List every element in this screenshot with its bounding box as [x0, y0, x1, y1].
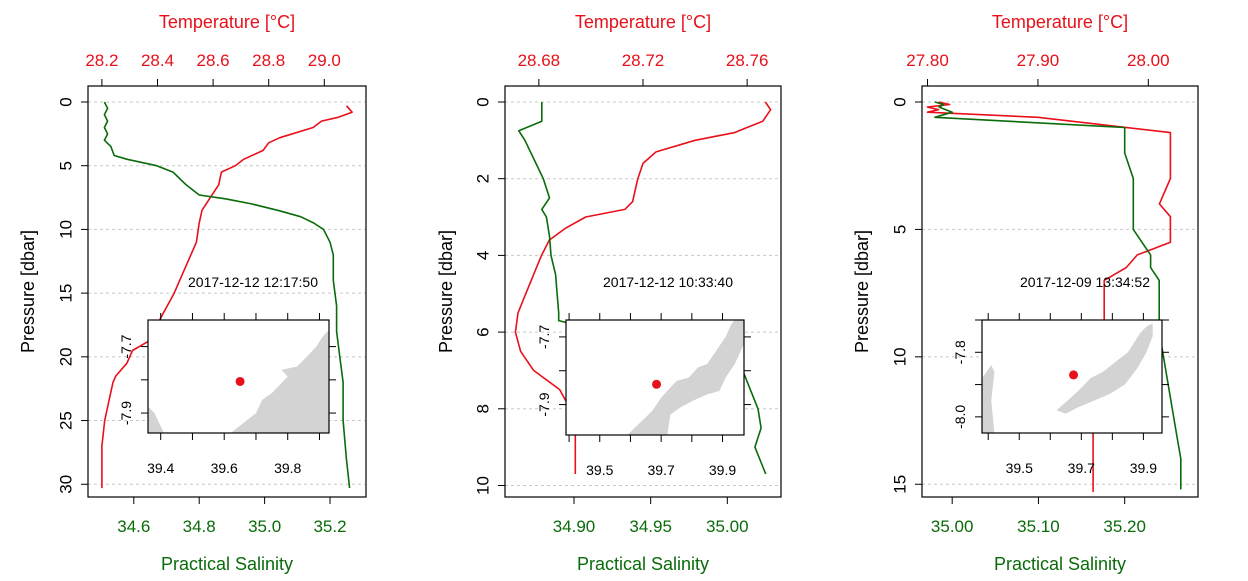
location-inset-map: 39.4 39.6 39.8 -7.7 -7.9 [118, 313, 336, 476]
temperature-profile-line [101, 105, 353, 489]
inset-lon-label: 39.9 [709, 462, 736, 478]
profile-timestamp: 2017-12-09 13:34:52 [1020, 274, 1150, 290]
inset-frame [981, 319, 1163, 434]
temperature-tick-label: 28.72 [622, 51, 665, 70]
coastline-land [627, 320, 744, 435]
inset-lon-label: 39.5 [1006, 460, 1033, 476]
inset-lat-label: -7.9 [118, 401, 134, 425]
profile-timestamp: 2017-12-12 12:17:50 [188, 274, 318, 290]
pressure-tick-label: 6 [474, 327, 493, 336]
salinity-axis-label: Practical Salinity [577, 554, 709, 574]
salinity-tick-label: 35.00 [931, 517, 974, 536]
plot-frame [87, 85, 367, 498]
salinity-axis-label: Practical Salinity [161, 554, 293, 574]
pressure-tick-label: 20 [57, 347, 76, 366]
pressure-axis-label: Pressure [dbar] [852, 230, 872, 353]
salinity-axis-label: Practical Salinity [994, 554, 1126, 574]
inset-lon-label: 39.8 [274, 460, 301, 476]
salinity-tick-label: 34.8 [183, 517, 216, 536]
salinity-tick-label: 34.95 [629, 517, 672, 536]
salinity-tick-label: 35.20 [1103, 517, 1146, 536]
pressure-tick-label: 2 [474, 174, 493, 183]
pressure-tick-label: 10 [57, 220, 76, 239]
temperature-axis-label: Temperature [°C] [575, 12, 711, 32]
temperature-tick-label: 28.76 [726, 51, 769, 70]
temperature-profile-line [514, 101, 772, 474]
coastline-land [230, 330, 329, 433]
station-marker [1069, 370, 1079, 380]
profile-panel-2: 0 2 4 6 8 10 Pressure [dbar] 28.68 28.72 28.76 Tem… [436, 12, 782, 574]
plot-frame [921, 85, 1199, 498]
inset-lon-label: 39.6 [211, 460, 238, 476]
temperature-tick-label: 28.00 [1127, 51, 1170, 70]
pressure-tick-label: 25 [57, 411, 76, 430]
pressure-tick-label: 30 [57, 475, 76, 494]
pressure-tick-label: 0 [474, 97, 493, 106]
inset-lat-label: -7.8 [952, 340, 968, 364]
inset-lat-label: -7.7 [536, 325, 552, 349]
pressure-tick-label: 10 [474, 476, 493, 495]
temperature-tick-label: 27.80 [906, 51, 949, 70]
station-marker [235, 376, 245, 386]
pressure-tick-label: 10 [891, 347, 910, 366]
station-marker [652, 379, 662, 389]
salinity-profile-line [517, 102, 767, 475]
temperature-tick-label: 28.68 [518, 51, 561, 70]
pressure-tick-label: 15 [57, 284, 76, 303]
inset-lon-label: 39.7 [1068, 460, 1095, 476]
inset-lat-label: -7.9 [536, 392, 552, 416]
pressure-axis-label: Pressure [dbar] [18, 230, 38, 353]
profile-panel-3: 0 5 10 15 Pressure [dbar] 27.80 27.90 28.00 Temp… [852, 12, 1199, 574]
inset-lon-label: 39.5 [586, 462, 613, 478]
temperature-tick-label: 27.90 [1017, 51, 1060, 70]
inset-lon-label: 39.7 [648, 462, 675, 478]
salinity-tick-label: 35.0 [248, 517, 281, 536]
profile-panel-1: 0 5 10 15 20 25 30 Pressure [dbar] 28.2 28.4 28.6 2… [18, 12, 367, 574]
pressure-tick-label: 5 [57, 161, 76, 170]
inset-lat-label: -8.0 [952, 405, 968, 429]
coastline-land [1056, 323, 1153, 414]
pressure-tick-label: 15 [891, 475, 910, 494]
temperature-tick-label: 28.6 [197, 51, 230, 70]
salinity-tick-label: 34.90 [553, 517, 596, 536]
temperature-tick-label: 28.8 [252, 51, 285, 70]
profile-timestamp: 2017-12-12 10:33:40 [603, 274, 733, 290]
salinity-tick-label: 35.10 [1017, 517, 1060, 536]
pressure-axis-label: Pressure [dbar] [436, 230, 456, 353]
location-inset-map: 39.5 39.7 39.9 -7.8 -8.0 [952, 313, 1169, 476]
temperature-axis-label: Temperature [°C] [159, 12, 295, 32]
location-inset-map: 39.5 39.7 39.9 -7.7 -7.9 [536, 313, 751, 478]
inset-lat-label: -7.7 [118, 334, 134, 358]
pressure-tick-label: 8 [474, 404, 493, 413]
coastline-land [148, 406, 164, 433]
coastline-land [982, 365, 995, 433]
inset-lon-label: 39.4 [147, 460, 174, 476]
inset-frame [565, 319, 745, 436]
temperature-axis-label: Temperature [°C] [992, 12, 1128, 32]
salinity-profile-line [934, 101, 1182, 490]
temperature-tick-label: 29.0 [308, 51, 341, 70]
inset-frame [147, 319, 330, 434]
temperature-tick-label: 28.2 [85, 51, 118, 70]
temperature-tick-label: 28.4 [141, 51, 174, 70]
salinity-profile-line [103, 101, 351, 489]
pressure-tick-label: 0 [57, 97, 76, 106]
pressure-tick-label: 0 [891, 97, 910, 106]
salinity-tick-label: 35.2 [313, 517, 346, 536]
salinity-tick-label: 35.00 [706, 517, 749, 536]
inset-lon-label: 39.9 [1130, 460, 1157, 476]
pressure-tick-label: 5 [891, 225, 910, 234]
salinity-tick-label: 34.6 [117, 517, 150, 536]
pressure-tick-label: 4 [474, 251, 493, 260]
